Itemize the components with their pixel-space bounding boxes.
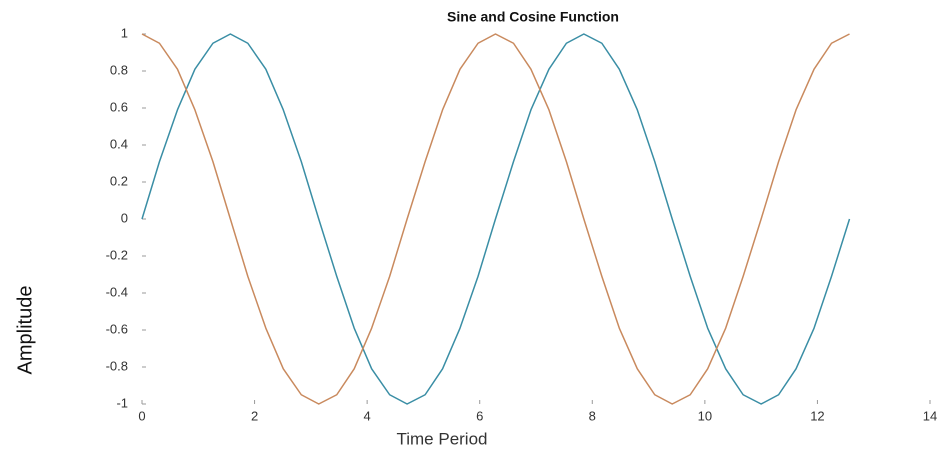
- y-tick-label: 0.4: [110, 136, 128, 151]
- x-tick-label: 4: [364, 408, 371, 423]
- y-tick-label: -0.8: [106, 358, 128, 373]
- y-tick-label: -1: [116, 395, 128, 410]
- series-line: [141, 33, 850, 405]
- x-axis-label: Time Period: [396, 429, 487, 448]
- y-tick-label: -0.6: [106, 321, 128, 336]
- series-line: [141, 33, 851, 405]
- y-tick-label: 0.2: [110, 173, 128, 188]
- x-tick-label: 6: [476, 408, 483, 423]
- y-tick-label: 0.6: [110, 99, 128, 114]
- x-tick-label: 0: [138, 408, 145, 423]
- x-tick-label: 8: [589, 408, 596, 423]
- y-tick-label: 1: [121, 25, 128, 40]
- x-tick-label: 12: [810, 408, 824, 423]
- chart-title: Sine and Cosine Function: [447, 9, 619, 25]
- y-tick-label: 0: [121, 210, 128, 225]
- y-axis-label: Amplitude: [14, 286, 36, 375]
- x-tick-label: 10: [698, 408, 712, 423]
- y-tick-label: -0.2: [106, 247, 128, 262]
- x-tick-label: 14: [923, 408, 937, 423]
- x-tick-label: 2: [251, 408, 258, 423]
- y-tick-label: 0.8: [110, 62, 128, 77]
- y-tick-label: -0.4: [106, 284, 128, 299]
